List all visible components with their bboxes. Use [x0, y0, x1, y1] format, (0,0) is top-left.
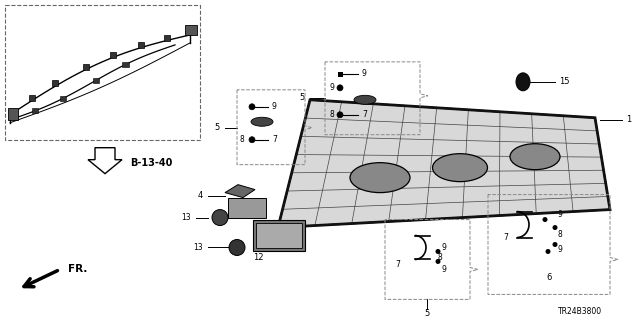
Bar [256, 223, 302, 249]
Text: 9: 9 [442, 265, 447, 274]
Bar [8, 108, 18, 120]
Text: 8: 8 [438, 253, 443, 262]
Text: 15: 15 [559, 77, 570, 86]
Circle shape [337, 85, 343, 91]
Bar [5, 5, 200, 140]
Circle shape [435, 249, 440, 254]
Polygon shape [138, 41, 145, 48]
Circle shape [552, 242, 557, 247]
Text: 4: 4 [198, 191, 203, 200]
Text: 7: 7 [362, 110, 367, 119]
Circle shape [337, 112, 343, 118]
Text: 13: 13 [181, 213, 191, 222]
Circle shape [249, 137, 255, 143]
Circle shape [229, 240, 245, 256]
Text: 9: 9 [557, 210, 563, 219]
Bar [32, 108, 38, 114]
Polygon shape [83, 64, 88, 70]
Circle shape [552, 225, 557, 230]
Polygon shape [225, 185, 255, 197]
Text: 8: 8 [239, 135, 244, 144]
Bar [93, 78, 99, 83]
Text: FR.: FR. [68, 264, 88, 274]
Text: 1: 1 [626, 115, 631, 124]
Text: 9: 9 [442, 243, 447, 252]
Text: 9: 9 [272, 102, 277, 111]
Circle shape [545, 249, 550, 254]
Text: 8: 8 [557, 230, 563, 239]
Text: 9: 9 [329, 83, 334, 92]
Text: TR24B3800: TR24B3800 [558, 307, 602, 316]
Polygon shape [52, 80, 58, 86]
Ellipse shape [251, 117, 273, 126]
Polygon shape [88, 148, 122, 174]
Text: 6: 6 [547, 273, 552, 282]
Text: 9: 9 [362, 69, 367, 78]
Bar [228, 197, 266, 218]
Ellipse shape [516, 73, 530, 91]
Text: 12: 12 [253, 253, 264, 262]
Polygon shape [164, 34, 170, 41]
Polygon shape [278, 100, 610, 227]
Ellipse shape [510, 144, 560, 170]
Bar [60, 96, 66, 101]
Text: 13: 13 [193, 243, 203, 252]
Polygon shape [29, 95, 35, 101]
Circle shape [435, 259, 440, 264]
Polygon shape [109, 52, 116, 57]
Bar [185, 25, 197, 35]
Text: B-13-40: B-13-40 [130, 158, 172, 168]
Text: 5: 5 [424, 309, 429, 318]
Text: 8: 8 [329, 110, 334, 119]
Bar [253, 219, 305, 251]
Text: 5: 5 [215, 123, 220, 132]
Circle shape [543, 217, 547, 222]
Bar [338, 72, 343, 77]
Ellipse shape [354, 95, 376, 104]
Text: 5: 5 [300, 93, 305, 102]
Bar [122, 62, 129, 67]
Text: 7: 7 [503, 233, 508, 242]
Ellipse shape [350, 163, 410, 193]
Ellipse shape [433, 154, 488, 182]
Text: 7: 7 [272, 135, 277, 144]
Text: 7: 7 [395, 260, 400, 269]
Circle shape [212, 210, 228, 226]
Circle shape [249, 104, 255, 110]
Text: 9: 9 [557, 245, 563, 254]
